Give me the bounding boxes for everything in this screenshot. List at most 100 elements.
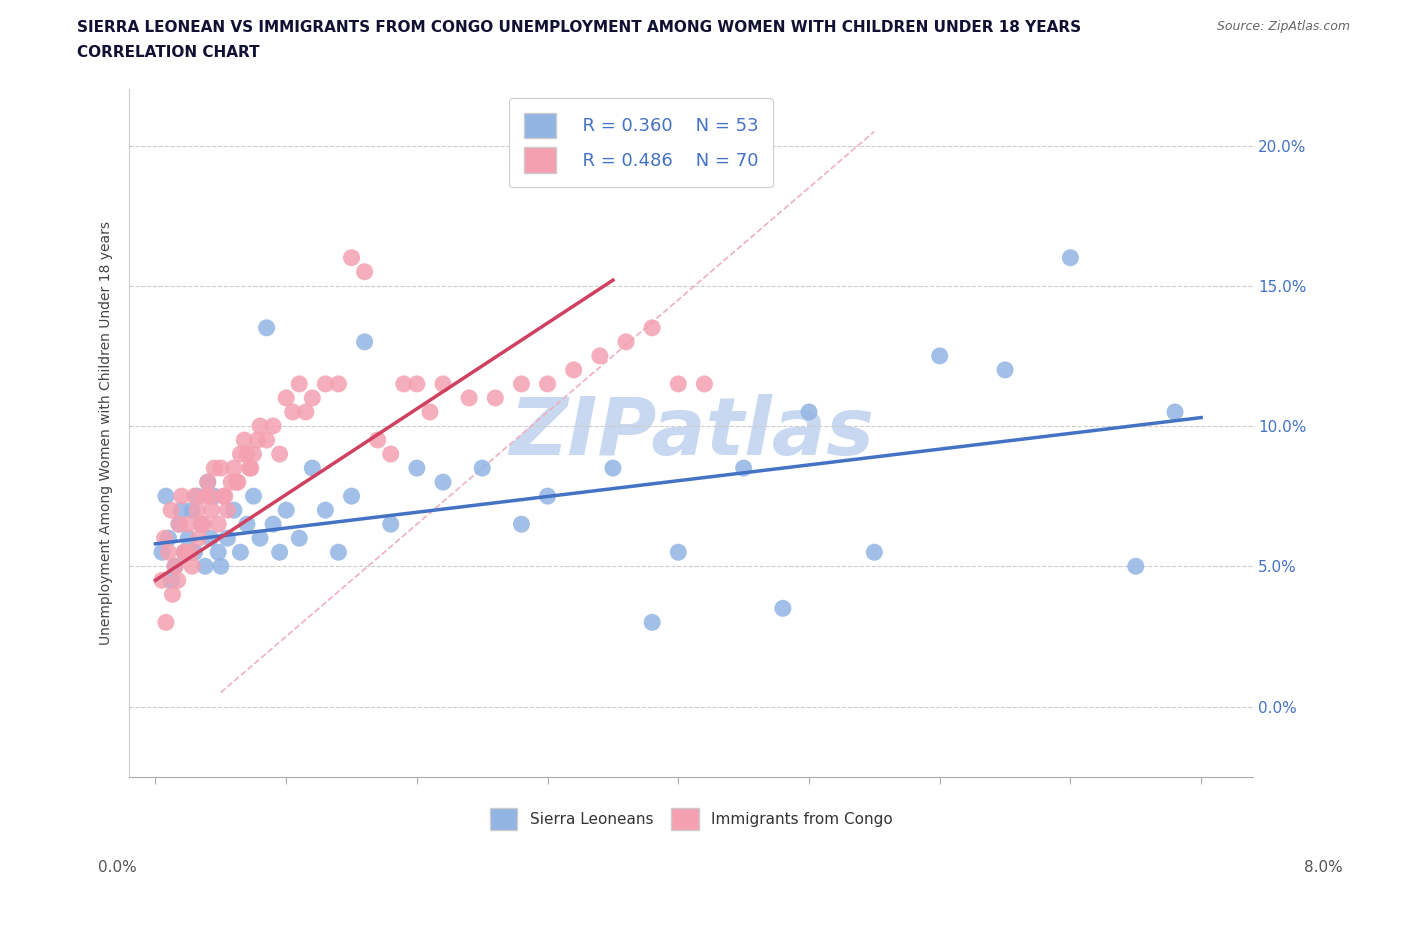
Point — [225, 474, 247, 489]
Point — [301, 391, 323, 405]
Point — [1059, 250, 1081, 265]
Point — [340, 488, 363, 503]
Point — [197, 474, 219, 489]
Point — [288, 531, 311, 546]
Text: 0.0%: 0.0% — [98, 860, 138, 875]
Point — [173, 545, 195, 560]
Point — [197, 474, 219, 489]
Text: 8.0%: 8.0% — [1303, 860, 1343, 875]
Point — [177, 517, 200, 532]
Point — [602, 460, 624, 475]
Point — [186, 488, 208, 503]
Point — [217, 531, 239, 546]
Point — [269, 545, 291, 560]
Point — [380, 517, 402, 532]
Point — [150, 573, 173, 588]
Point — [236, 446, 259, 461]
Point — [589, 349, 612, 364]
Point — [294, 405, 316, 419]
Point — [536, 488, 558, 503]
Point — [226, 474, 249, 489]
Point — [614, 335, 637, 350]
Point — [641, 321, 664, 336]
Point — [928, 349, 950, 364]
Point — [256, 321, 278, 336]
Point — [367, 432, 389, 447]
Point — [193, 517, 215, 532]
Point — [201, 503, 224, 518]
Point — [281, 405, 304, 419]
Point — [157, 531, 180, 546]
Point — [249, 418, 271, 433]
Point — [187, 531, 209, 546]
Point — [153, 531, 176, 546]
Text: CORRELATION CHART: CORRELATION CHART — [77, 45, 260, 60]
Point — [666, 545, 689, 560]
Point — [246, 432, 269, 447]
Point — [432, 474, 454, 489]
Point — [155, 615, 177, 630]
Point — [170, 488, 193, 503]
Point — [174, 545, 197, 560]
Point — [1125, 559, 1147, 574]
Point — [392, 377, 415, 392]
Point — [160, 573, 183, 588]
Y-axis label: Unemployment Among Women with Children Under 18 years: Unemployment Among Women with Children U… — [100, 221, 114, 645]
Point — [256, 432, 278, 447]
Point — [209, 460, 232, 475]
Point — [380, 446, 402, 461]
Point — [314, 377, 336, 392]
Point — [797, 405, 820, 419]
Point — [207, 517, 229, 532]
Point — [458, 391, 481, 405]
Point — [276, 391, 298, 405]
Point — [209, 559, 232, 574]
Point — [219, 474, 242, 489]
Point — [181, 559, 204, 574]
Point — [239, 460, 262, 475]
Point — [314, 503, 336, 518]
Point — [484, 391, 506, 405]
Point — [562, 363, 585, 378]
Point — [160, 503, 183, 518]
Point — [693, 377, 716, 392]
Point — [194, 488, 217, 503]
Point — [432, 377, 454, 392]
Point — [641, 615, 664, 630]
Point — [202, 488, 225, 503]
Point — [155, 488, 177, 503]
Point — [166, 573, 188, 588]
Point — [406, 460, 429, 475]
Point — [510, 517, 533, 532]
Point — [214, 488, 236, 503]
Point — [772, 601, 794, 616]
Point — [536, 377, 558, 392]
Point — [177, 531, 200, 546]
Point — [222, 460, 245, 475]
Text: SIERRA LEONEAN VS IMMIGRANTS FROM CONGO UNEMPLOYMENT AMONG WOMEN WITH CHILDREN U: SIERRA LEONEAN VS IMMIGRANTS FROM CONGO … — [77, 20, 1081, 35]
Point — [173, 545, 195, 560]
Point — [183, 488, 205, 503]
Point — [328, 545, 350, 560]
Point — [236, 517, 259, 532]
Point — [353, 264, 375, 279]
Point — [249, 531, 271, 546]
Point — [194, 559, 217, 574]
Point — [340, 250, 363, 265]
Point — [863, 545, 886, 560]
Point — [180, 545, 202, 560]
Point — [165, 559, 187, 574]
Point — [1164, 405, 1187, 419]
Point — [165, 559, 187, 574]
Point — [150, 545, 173, 560]
Point — [190, 517, 212, 532]
Point — [233, 432, 256, 447]
Point — [733, 460, 755, 475]
Point — [202, 460, 225, 475]
Point — [510, 377, 533, 392]
Point — [288, 377, 311, 392]
Point — [157, 545, 180, 560]
Point — [229, 545, 252, 560]
Point — [200, 531, 222, 546]
Point — [222, 503, 245, 518]
